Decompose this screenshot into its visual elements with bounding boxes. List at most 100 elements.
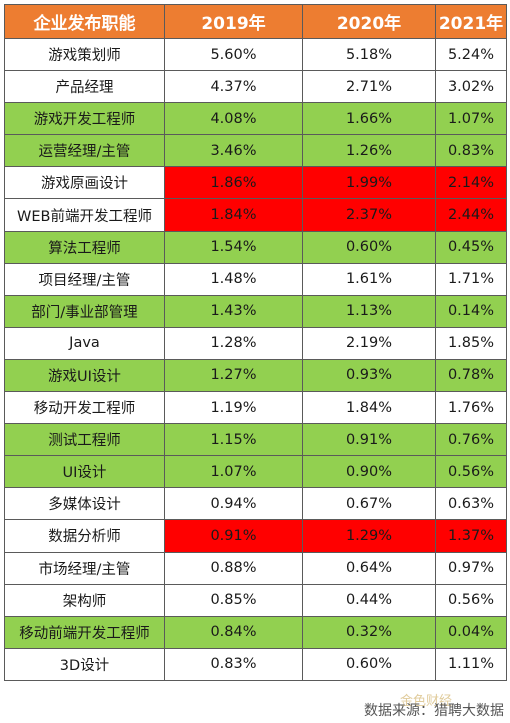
job-name-cell: 产品经理 [4,70,165,104]
job-share-table: 企业发布职能 2019年 2020年 2021年 游戏策划师 5.60% 5.18%… [4,4,507,681]
job-name-cell: 游戏原画设计 [4,166,165,200]
value-cell-2019: 0.85% [164,583,303,617]
value-cell-2021: 0.56% [435,583,507,617]
data-source: 数据来源：猎聘大数据 [364,703,504,719]
value-cell-2021: 1.71% [435,262,507,296]
table-row: 移动开发工程师 1.19% 1.84% 1.76% [4,391,507,425]
job-name-cell: 移动开发工程师 [4,391,165,425]
value-cell-2021: 1.37% [435,519,507,553]
value-cell-2021: 1.76% [435,391,507,425]
table-row: 市场经理/主管 0.88% 0.64% 0.97% [4,551,507,585]
job-name-cell: 测试工程师 [4,423,165,457]
value-cell-2020: 1.84% [302,391,436,425]
value-cell-2019: 1.28% [164,326,303,360]
value-cell-2021: 0.56% [435,455,507,489]
value-cell-2019: 1.27% [164,358,303,393]
value-cell-2020: 0.90% [302,455,436,489]
value-cell-2020: 2.71% [302,70,436,104]
header-2019: 2019年 [164,4,303,39]
value-cell-2021: 0.76% [435,423,507,457]
value-cell-2019: 1.48% [164,262,303,296]
value-cell-2020: 1.13% [302,294,436,328]
table-row: 3D设计 0.83% 0.60% 1.11% [4,647,507,681]
job-name-cell: 市场经理/主管 [4,551,165,585]
value-cell-2021: 1.85% [435,326,507,360]
value-cell-2020: 5.18% [302,37,436,72]
job-name-cell: 游戏开发工程师 [4,102,165,136]
value-cell-2019: 1.15% [164,423,303,457]
value-cell-2021: 1.07% [435,102,507,136]
value-cell-2020: 0.64% [302,551,436,585]
value-cell-2021: 0.14% [435,294,507,328]
table-row: 算法工程师 1.54% 0.60% 0.45% [4,230,507,264]
value-cell-2020: 0.91% [302,423,436,457]
value-cell-2019: 4.37% [164,70,303,104]
value-cell-2021: 3.02% [435,70,507,104]
value-cell-2019: 1.19% [164,391,303,425]
value-cell-2019: 0.88% [164,551,303,585]
table-row: 项目经理/主管 1.48% 1.61% 1.71% [4,262,507,296]
table-row: 游戏原画设计 1.86% 1.99% 2.14% [4,166,507,200]
job-name-cell: 架构师 [4,583,165,617]
value-cell-2019: 1.54% [164,230,303,264]
value-cell-2019: 4.08% [164,102,303,136]
header-2020: 2020年 [302,4,436,39]
table-row: 部门/事业部管理 1.43% 1.13% 0.14% [4,294,507,328]
header-job-function: 企业发布职能 [4,4,165,39]
value-cell-2020: 0.60% [302,230,436,264]
value-cell-2020: 0.67% [302,487,436,521]
value-cell-2020: 0.93% [302,358,436,393]
job-name-cell: 部门/事业部管理 [4,294,165,328]
job-name-cell: Java [4,326,165,360]
job-name-cell: WEB前端开发工程师 [4,198,165,232]
table-row: 测试工程师 1.15% 0.91% 0.76% [4,423,507,457]
table-row: 架构师 0.85% 0.44% 0.56% [4,583,507,617]
job-name-cell: 运营经理/主管 [4,134,165,168]
value-cell-2020: 0.32% [302,615,436,649]
watermark-logo: 金色财经 [400,694,453,709]
value-cell-2019: 0.83% [164,647,303,681]
table-row: UI设计 1.07% 0.90% 0.56% [4,455,507,489]
value-cell-2020: 1.26% [302,134,436,168]
value-cell-2019: 1.84% [164,198,303,232]
table-row: Java 1.28% 2.19% 1.85% [4,326,507,360]
value-cell-2019: 0.94% [164,487,303,521]
job-name-cell: 多媒体设计 [4,487,165,521]
table-body: 游戏策划师 5.60% 5.18% 5.24% 产品经理 4.37% 2.71% 3.02% 游… [4,37,507,681]
value-cell-2020: 2.19% [302,326,436,360]
value-cell-2020: 1.66% [302,102,436,136]
table-row: 数据分析师 0.91% 1.29% 1.37% [4,519,507,553]
value-cell-2021: 0.78% [435,358,507,393]
header-row: 企业发布职能 2019年 2020年 2021年 [4,4,507,39]
value-cell-2020: 0.60% [302,647,436,681]
job-name-cell: 算法工程师 [4,230,165,264]
header-2021: 2021年 [435,4,507,39]
value-cell-2021: 1.11% [435,647,507,681]
value-cell-2021: 0.97% [435,551,507,585]
job-name-cell: 3D设计 [4,647,165,681]
value-cell-2020: 0.44% [302,583,436,617]
value-cell-2019: 1.43% [164,294,303,328]
table-row: 游戏开发工程师 4.08% 1.66% 1.07% [4,102,507,136]
job-name-cell: UI设计 [4,455,165,489]
job-name-cell: 项目经理/主管 [4,262,165,296]
job-name-cell: 移动前端开发工程师 [4,615,165,649]
value-cell-2019: 5.60% [164,37,303,72]
value-cell-2019: 1.86% [164,166,303,200]
table-row: 移动前端开发工程师 0.84% 0.32% 0.04% [4,615,507,649]
value-cell-2020: 1.29% [302,519,436,553]
value-cell-2020: 2.37% [302,198,436,232]
value-cell-2020: 1.99% [302,166,436,200]
value-cell-2021: 0.45% [435,230,507,264]
value-cell-2021: 0.63% [435,487,507,521]
value-cell-2021: 0.83% [435,134,507,168]
job-name-cell: 游戏策划师 [4,37,165,72]
job-name-cell: 数据分析师 [4,519,165,553]
job-name-cell: 游戏UI设计 [4,358,165,393]
value-cell-2021: 2.44% [435,198,507,232]
value-cell-2019: 0.91% [164,519,303,553]
value-cell-2021: 5.24% [435,37,507,72]
table-row: 产品经理 4.37% 2.71% 3.02% [4,70,507,104]
table-row: 多媒体设计 0.94% 0.67% 0.63% [4,487,507,521]
value-cell-2021: 2.14% [435,166,507,200]
